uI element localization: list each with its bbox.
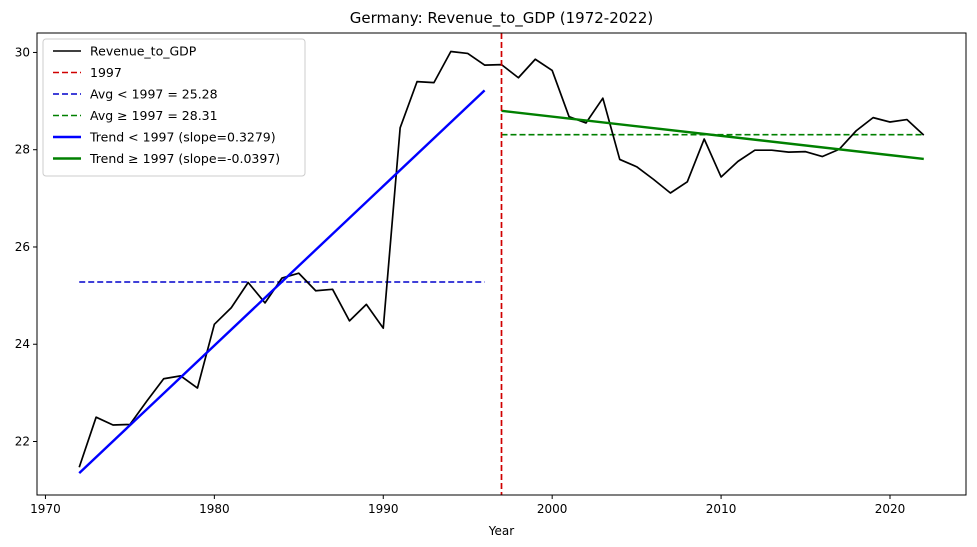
plot-area [78, 33, 925, 495]
legend-label: Avg < 1997 = 25.28 [90, 87, 218, 102]
legend-label: Revenue_to_GDP [90, 44, 197, 59]
legend: Revenue_to_GDP 1997 Avg < 1997 = 25.28 Avg … [42, 38, 306, 177]
trend-line-0 [78, 89, 486, 474]
x-tick-label: 1990 [368, 502, 399, 516]
x-tick-label: 1980 [199, 502, 230, 516]
x-tick-label: 1970 [30, 502, 61, 516]
x-tick-label: 2020 [875, 502, 906, 516]
legend-box [42, 38, 306, 177]
y-tick-label: 24 [15, 337, 30, 351]
axes-frame [36, 32, 967, 496]
legend-label: 1997 [90, 65, 122, 80]
legend-label: Avg ≥ 1997 = 28.31 [90, 108, 218, 123]
trend-line-1 [501, 109, 924, 161]
y-tick-label: 22 [15, 435, 30, 449]
x-tick-label: 2010 [706, 502, 737, 516]
chart-title: Germany: Revenue_to_GDP (1972-2022) [350, 9, 654, 28]
y-tick-label: 28 [15, 143, 30, 157]
x-tick-label: 2000 [537, 502, 568, 516]
y-tick-label: 30 [15, 45, 30, 59]
y-tick-label: 26 [15, 240, 30, 254]
legend-label: Trend < 1997 (slope=0.3279) [89, 130, 276, 145]
legend-label: Trend ≥ 1997 (slope=-0.0397) [89, 151, 280, 166]
x-axis-label: Year [488, 524, 514, 538]
